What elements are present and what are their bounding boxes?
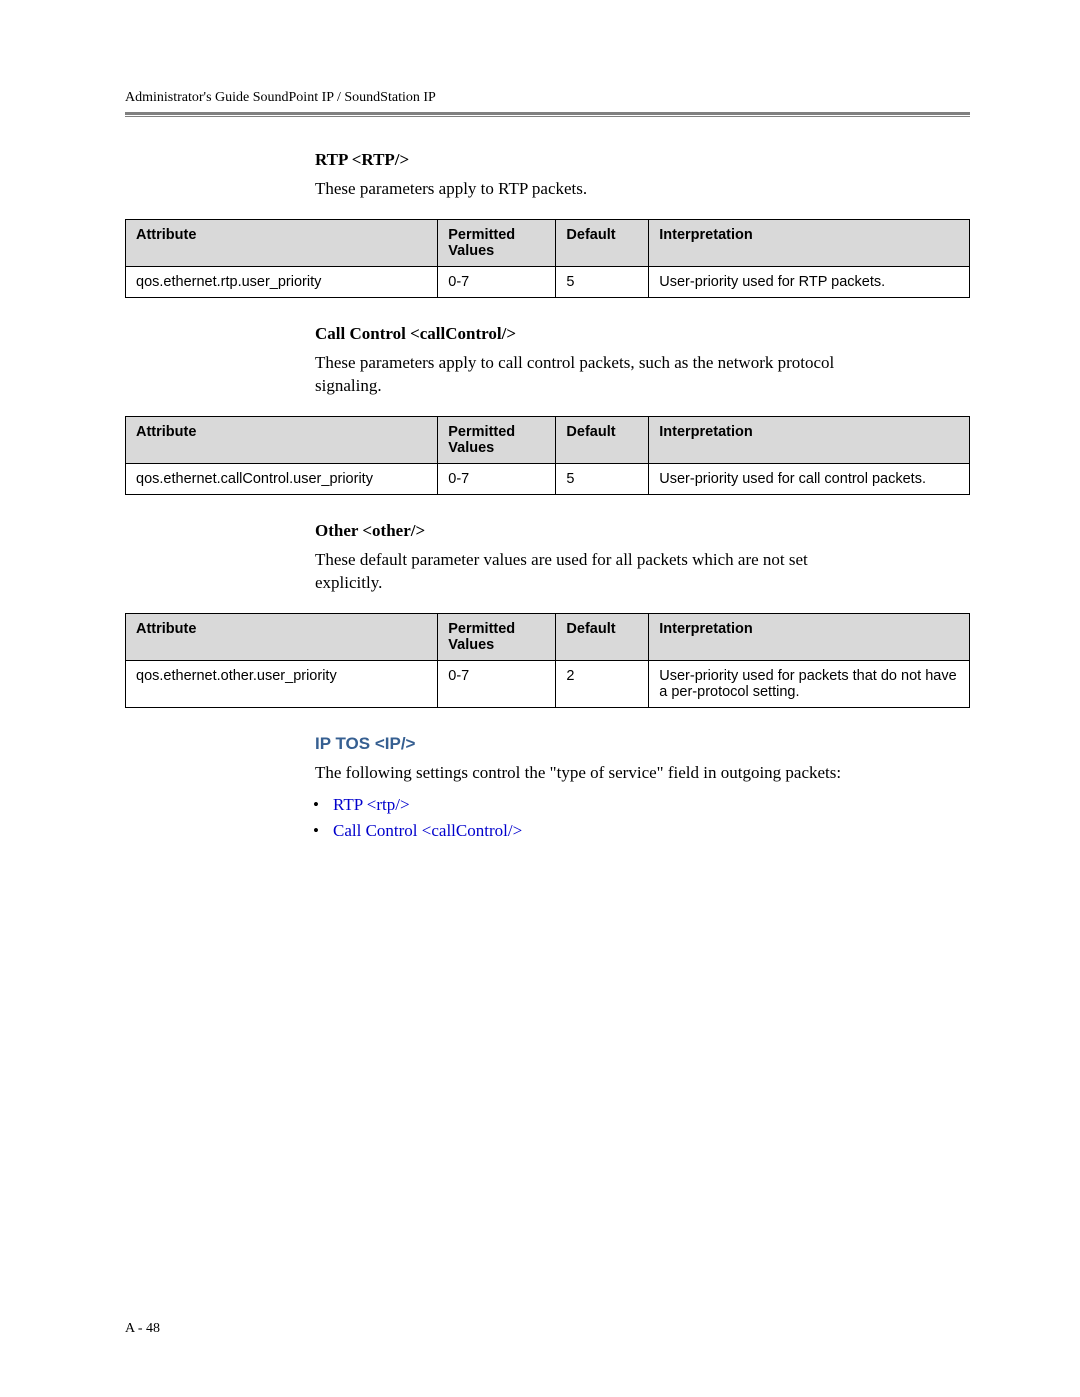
link-callcontrol[interactable]: Call Control <callControl/> (333, 821, 522, 840)
cell-interpretation: User-priority used for RTP packets. (649, 266, 970, 297)
table-header-row: Attribute Permitted Values Default Inter… (126, 416, 970, 463)
cell-permitted: 0-7 (438, 463, 556, 494)
heading-callcontrol: Call Control <callControl/> (315, 324, 970, 344)
heading-other: Other <other/> (315, 521, 970, 541)
col-interpretation: Interpretation (649, 219, 970, 266)
body-callcontrol: These parameters apply to call control p… (315, 352, 875, 398)
iptos-link-list: RTP <rtp/> Call Control <callControl/> (315, 795, 970, 841)
cell-attribute: qos.ethernet.rtp.user_priority (126, 266, 438, 297)
section-callcontrol: Call Control <callControl/> These parame… (315, 324, 970, 398)
table-callcontrol: Attribute Permitted Values Default Inter… (125, 416, 970, 495)
cell-attribute: qos.ethernet.callControl.user_priority (126, 463, 438, 494)
cell-permitted: 0-7 (438, 266, 556, 297)
cell-permitted: 0-7 (438, 660, 556, 707)
cell-attribute: qos.ethernet.other.user_priority (126, 660, 438, 707)
list-item: Call Control <callControl/> (333, 821, 970, 841)
body-iptos: The following settings control the "type… (315, 762, 875, 785)
body-other: These default parameter values are used … (315, 549, 875, 595)
heading-rtp: RTP <RTP/> (315, 150, 970, 170)
col-default: Default (556, 219, 649, 266)
table-row: qos.ethernet.other.user_priority 0-7 2 U… (126, 660, 970, 707)
body-rtp: These parameters apply to RTP packets. (315, 178, 875, 201)
col-attribute: Attribute (126, 416, 438, 463)
cell-default: 2 (556, 660, 649, 707)
heading-iptos: IP TOS <IP/> (315, 734, 970, 754)
table-header-row: Attribute Permitted Values Default Inter… (126, 219, 970, 266)
page-number: A - 48 (125, 1321, 160, 1337)
page: Administrator's Guide SoundPoint IP / So… (0, 0, 1080, 1397)
cell-interpretation: User-priority used for call control pack… (649, 463, 970, 494)
table-row: qos.ethernet.rtp.user_priority 0-7 5 Use… (126, 266, 970, 297)
link-rtp[interactable]: RTP <rtp/> (333, 795, 410, 814)
list-item: RTP <rtp/> (333, 795, 970, 815)
section-iptos: IP TOS <IP/> The following settings cont… (315, 734, 970, 841)
running-header: Administrator's Guide SoundPoint IP / So… (125, 90, 970, 106)
table-rtp: Attribute Permitted Values Default Inter… (125, 219, 970, 298)
col-permitted: Permitted Values (438, 219, 556, 266)
col-default: Default (556, 613, 649, 660)
table-row: qos.ethernet.callControl.user_priority 0… (126, 463, 970, 494)
col-attribute: Attribute (126, 219, 438, 266)
table-other: Attribute Permitted Values Default Inter… (125, 613, 970, 708)
cell-default: 5 (556, 266, 649, 297)
col-interpretation: Interpretation (649, 613, 970, 660)
cell-interpretation: User-priority used for packets that do n… (649, 660, 970, 707)
col-permitted: Permitted Values (438, 416, 556, 463)
section-other: Other <other/> These default parameter v… (315, 521, 970, 595)
col-attribute: Attribute (126, 613, 438, 660)
cell-default: 5 (556, 463, 649, 494)
header-rule (125, 112, 970, 116)
col-default: Default (556, 416, 649, 463)
table-header-row: Attribute Permitted Values Default Inter… (126, 613, 970, 660)
section-rtp: RTP <RTP/> These parameters apply to RTP… (315, 150, 970, 201)
col-interpretation: Interpretation (649, 416, 970, 463)
col-permitted: Permitted Values (438, 613, 556, 660)
